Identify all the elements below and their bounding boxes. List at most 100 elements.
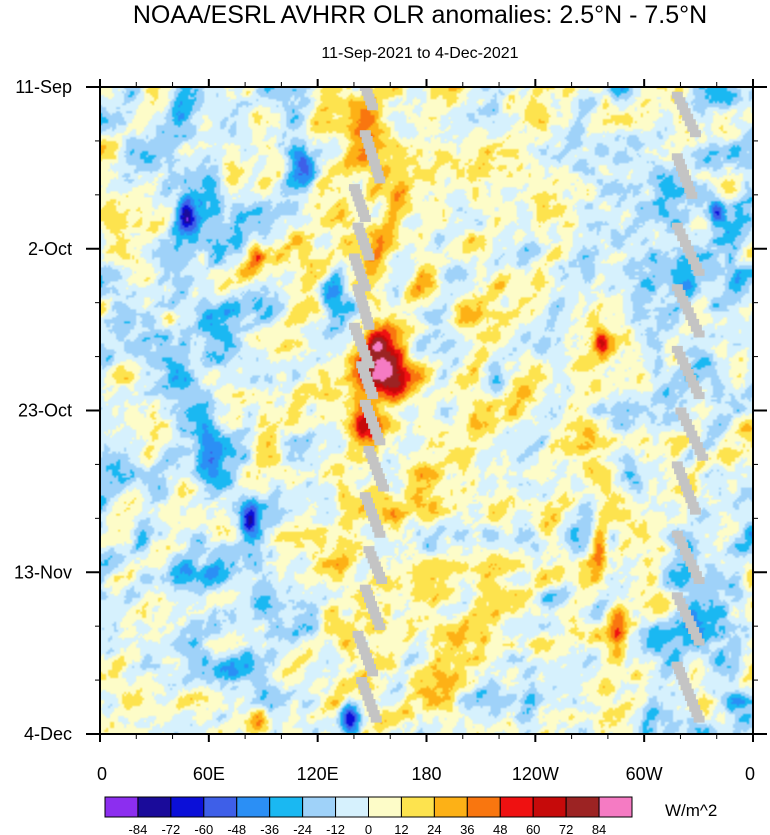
missing-data-cell: [367, 392, 379, 400]
missing-data-cell: [368, 606, 380, 614]
missing-data-cell: [354, 268, 366, 276]
missing-data-cell: [689, 436, 701, 444]
missing-data-cell: [358, 306, 370, 314]
missing-data-cell: [370, 164, 382, 172]
missing-data-cell: [358, 647, 370, 655]
missing-data-cell: [377, 484, 389, 492]
missing-data-cell: [350, 258, 362, 266]
missing-data-cell: [374, 530, 386, 538]
missing-data-cell: [363, 410, 375, 418]
missing-data-cell: [370, 427, 382, 435]
colorbar-label: -24: [293, 822, 312, 835]
missing-data-cell: [365, 147, 377, 155]
missing-data-cell: [359, 492, 371, 500]
missing-data-cell: [690, 571, 702, 579]
colorbar-unit: W/m^2: [665, 801, 717, 820]
missing-data-cell: [674, 351, 686, 359]
missing-data-cell: [688, 380, 700, 388]
missing-data-cell: [671, 530, 683, 538]
colorbar-label: 72: [559, 822, 573, 835]
missing-data-cell: [682, 615, 694, 623]
colorbar-label: 84: [592, 822, 606, 835]
missing-data-cell: [366, 704, 378, 712]
missing-data-cell: [365, 551, 377, 559]
colorbar-label: -48: [227, 822, 246, 835]
missing-data-cell: [693, 576, 705, 584]
missing-data-cell: [357, 300, 369, 308]
missing-data-cell: [361, 88, 373, 96]
missing-data-cell: [364, 699, 376, 707]
missing-data-cell: [361, 317, 373, 325]
missing-data-cell: [361, 355, 373, 363]
olr-anomaly-field: [100, 87, 753, 734]
missing-data-cell: [693, 715, 705, 723]
missing-data-cell: [363, 546, 375, 554]
missing-data-cell: [686, 191, 698, 199]
missing-data-cell: [361, 405, 373, 413]
missing-data-cell: [363, 595, 375, 603]
missing-data-streaks: [348, 87, 709, 723]
missing-data-cell: [690, 324, 702, 332]
missing-data-cell: [359, 399, 371, 407]
missing-data-cell: [372, 432, 384, 440]
missing-data-cell: [358, 682, 370, 690]
colorbar-swatch: [203, 796, 238, 818]
missing-data-cell: [352, 263, 364, 271]
x-axis: 0 60E 120E 180 120W 60W 0: [97, 79, 755, 784]
missing-data-cell: [671, 592, 683, 600]
missing-data-cell: [363, 446, 375, 454]
missing-data-cell: [671, 222, 683, 230]
missing-data-cell: [682, 113, 694, 121]
x-tick-label: 120E: [297, 764, 339, 784]
missing-data-cell: [365, 98, 377, 106]
missing-data-cell: [358, 209, 370, 217]
missing-data-cell: [365, 451, 377, 459]
missing-data-cell: [685, 313, 697, 321]
missing-data-cell: [671, 91, 683, 99]
missing-data-cell: [365, 663, 377, 671]
colorbar-swatch: [137, 796, 172, 818]
missing-data-cell: [690, 632, 702, 640]
missing-data-cell: [354, 636, 366, 644]
missing-data-cell: [367, 457, 379, 465]
missing-data-cell: [677, 295, 689, 303]
missing-data-cell: [352, 194, 364, 202]
missing-data-cell: [363, 141, 375, 149]
missing-data-cell: [356, 204, 368, 212]
colorbar-label: -12: [326, 822, 345, 835]
missing-data-cell: [359, 371, 371, 379]
colorbar-swatch: [433, 796, 468, 818]
missing-data-cell: [671, 345, 683, 353]
missing-data-cell: [697, 453, 709, 461]
missing-data-cell: [366, 601, 378, 609]
missing-data-cell: [684, 186, 696, 194]
missing-data-cell: [693, 268, 705, 276]
missing-data-cell: [351, 328, 363, 336]
missing-data-cell: [360, 688, 372, 696]
missing-data-cell: [689, 704, 701, 712]
missing-data-cell: [683, 424, 695, 432]
missing-data-cell: [676, 472, 688, 480]
missing-data-cell: [685, 374, 697, 382]
colorbar-swatch: [335, 796, 369, 818]
missing-data-cell: [362, 693, 374, 701]
missing-data-cell: [359, 243, 371, 251]
plot-area: [99, 86, 754, 735]
missing-data-cell: [680, 419, 692, 427]
missing-data-cell: [686, 430, 698, 438]
missing-data-cell: [356, 273, 368, 281]
missing-data-cell: [678, 478, 690, 486]
missing-data-cell: [693, 330, 705, 338]
missing-data-cell: [363, 361, 375, 369]
missing-data-cell: [682, 180, 694, 188]
missing-data-cell: [363, 253, 375, 261]
missing-data-cell: [671, 461, 683, 469]
x-tick-label: 180: [411, 764, 441, 784]
missing-data-cell: [682, 553, 694, 561]
missing-data-cell: [673, 158, 685, 166]
missing-data-cell: [356, 361, 368, 369]
missing-data-cell: [374, 623, 386, 631]
missing-data-cell: [361, 248, 373, 256]
missing-data-cell: [359, 350, 371, 358]
colorbar-swatch: [269, 796, 304, 818]
